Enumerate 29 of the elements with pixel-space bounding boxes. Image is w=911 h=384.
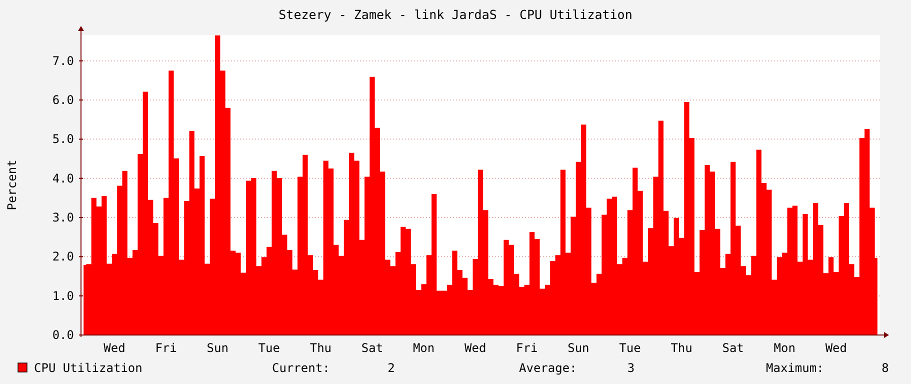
x-tick-label: Sun xyxy=(206,341,228,355)
y-tick-label: 6.0 xyxy=(52,93,74,108)
y-axis-title: Percent xyxy=(5,160,19,210)
chart-title: Stezery - Zamek - link JardaS - CPU Utilization xyxy=(278,7,632,22)
x-tick-label: Wed xyxy=(104,341,126,355)
x-tick-label: Sat xyxy=(722,341,744,355)
x-tick-label: Wed xyxy=(825,341,848,355)
x-tick-label: Thu xyxy=(670,341,692,355)
y-tick-label: 4.0 xyxy=(52,171,74,186)
x-tick-label: Fri xyxy=(155,341,177,355)
x-tick-label: Thu xyxy=(310,341,332,355)
y-tick-label: 3.0 xyxy=(52,210,74,225)
y-tick-label: 5.0 xyxy=(52,132,74,146)
x-tick-label: Wed xyxy=(464,341,486,355)
x-tick-label: Sat xyxy=(361,341,384,355)
x-tick-label: Fri xyxy=(516,341,538,355)
y-tick-label: 1.0 xyxy=(52,288,74,303)
x-tick-label: Mon xyxy=(774,341,796,355)
x-tick-label: Sun xyxy=(568,341,590,355)
text: Current: 2 xyxy=(272,361,395,375)
y-tick-label: 7.0 xyxy=(52,54,74,68)
x-tick-label: Tue xyxy=(619,341,641,355)
x-tick-label: Tue xyxy=(258,341,280,355)
y-tick-label: 0.0 xyxy=(52,328,74,342)
text: Maximum: 8 xyxy=(766,361,889,375)
legend-label: CPU Utilization xyxy=(34,361,142,375)
y-tick-label: 2.0 xyxy=(52,250,74,264)
text: Average: 3 xyxy=(519,361,635,375)
x-tick-label: Mon xyxy=(412,341,435,355)
